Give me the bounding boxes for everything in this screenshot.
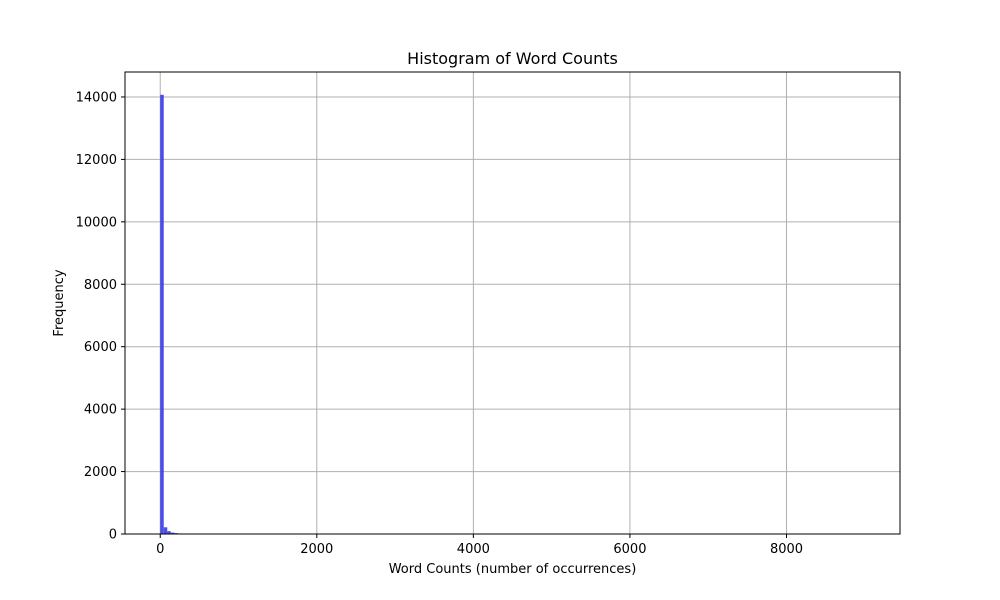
y-tick-label: 14000 <box>76 90 117 105</box>
y-axis-label: Frequency <box>52 269 67 336</box>
histogram-bar <box>170 532 175 534</box>
x-tick-label: 0 <box>156 542 164 557</box>
y-tick-label: 2000 <box>84 465 117 480</box>
plot-frame <box>124 71 901 535</box>
x-tick-label: 4000 <box>457 542 490 557</box>
y-tick-label: 4000 <box>84 403 117 418</box>
x-tick-label: 6000 <box>613 542 646 557</box>
x-tick-label: 2000 <box>300 542 333 557</box>
chart-title: Histogram of Word Counts <box>407 49 618 68</box>
y-tick-label: 8000 <box>84 278 117 293</box>
y-tick-label: 12000 <box>76 153 117 168</box>
axis-ticks: 0 2000 4000 6000 8000 0 2000 4000 6000 8000 10000 1… <box>76 90 803 557</box>
y-tick-label: 0 <box>109 528 117 543</box>
y-tick-label: 6000 <box>84 340 117 355</box>
histogram-bar <box>167 531 171 534</box>
x-axis-label: Word Counts (number of occurrences) <box>389 562 637 577</box>
y-tick-label: 10000 <box>76 215 117 230</box>
histogram-bar <box>163 527 168 534</box>
x-tick-label: 8000 <box>770 542 803 557</box>
histogram-bar <box>160 94 164 534</box>
